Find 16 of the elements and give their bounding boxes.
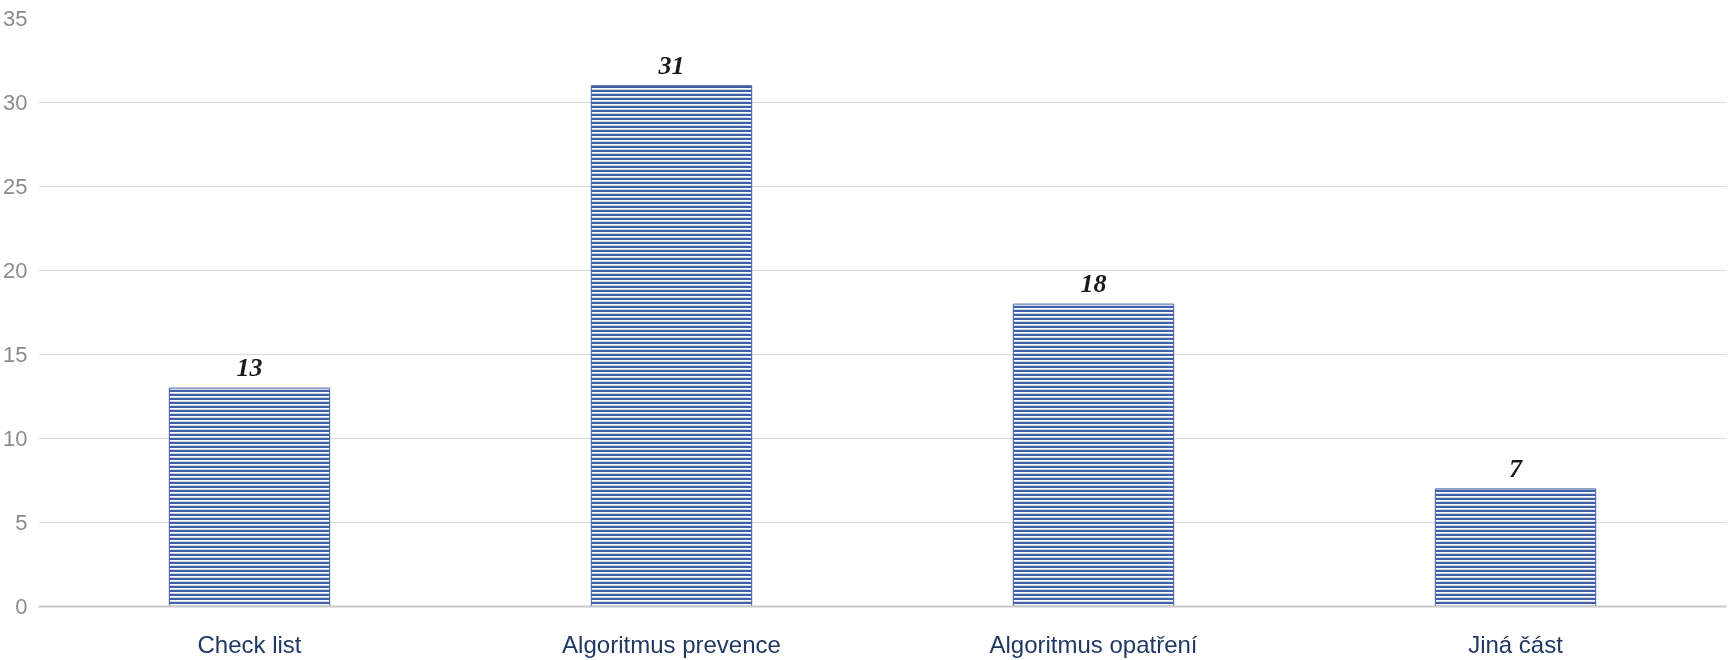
y-tick-label: 20 xyxy=(3,258,28,283)
y-tick-label: 10 xyxy=(3,426,28,451)
data-label: 7 xyxy=(1509,453,1523,483)
x-tick-label: Check list xyxy=(197,630,302,658)
y-tick-label: 25 xyxy=(3,174,28,199)
y-tick-label: 30 xyxy=(3,90,28,115)
y-tick-label: 35 xyxy=(3,6,28,31)
x-tick-label: Algoritmus opatření xyxy=(989,630,1198,658)
data-label: 18 xyxy=(1080,269,1107,299)
y-tick-label: 15 xyxy=(3,342,28,367)
y-tick-label: 0 xyxy=(15,594,28,619)
x-tick-label: Jiná část xyxy=(1468,630,1564,658)
data-label: 13 xyxy=(236,353,263,383)
data-label: 31 xyxy=(657,50,685,80)
y-tick-label: 5 xyxy=(15,510,28,535)
x-tick-label: Algoritmus prevence xyxy=(562,630,781,658)
